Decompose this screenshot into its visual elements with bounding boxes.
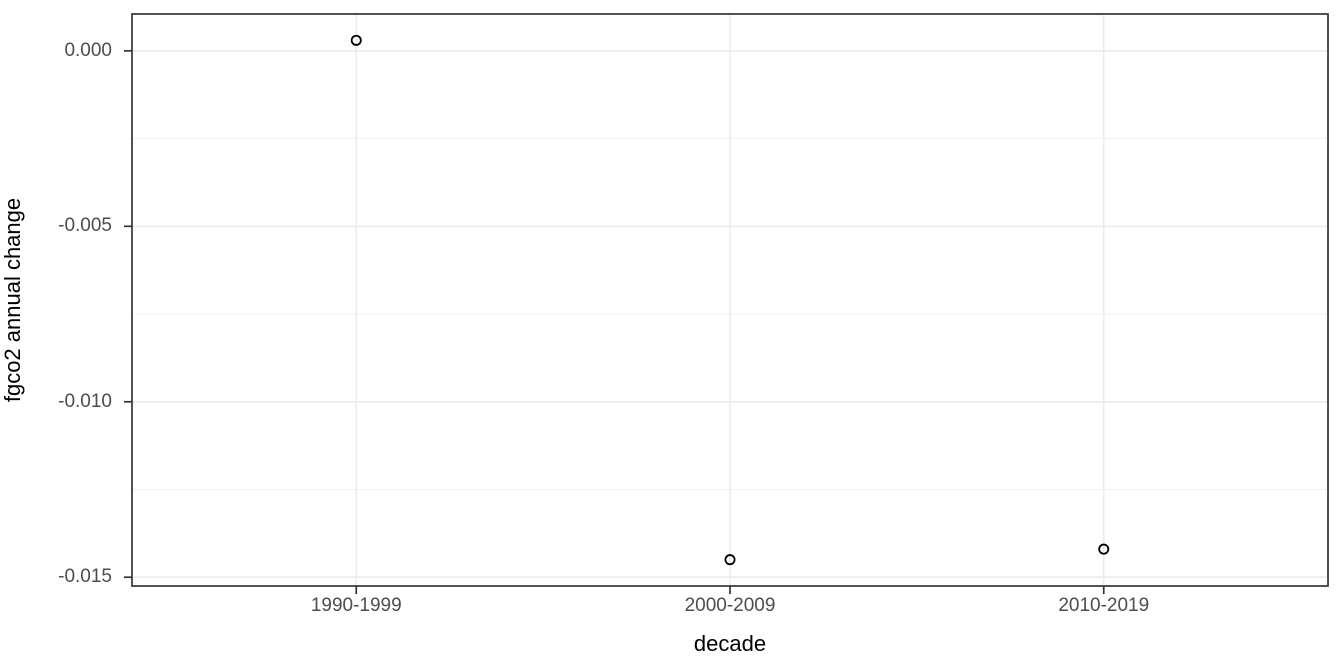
y-tick-label: -0.015: [58, 566, 112, 588]
data-point: [350, 34, 362, 46]
y-tick-label: -0.010: [58, 390, 112, 412]
x-tick-label: 2010-2019: [1058, 595, 1150, 616]
data-point: [1098, 543, 1110, 555]
x-tick-label: 1990-1999: [310, 595, 402, 616]
x-tick-label: 2000-2009: [684, 595, 776, 616]
x-axis-title: decade: [693, 631, 767, 656]
y-axis-title: fgco2 annual change: [0, 197, 25, 403]
y-tick-label: 0.000: [64, 39, 112, 61]
data-point: [724, 554, 736, 566]
y-tick-label: -0.005: [58, 215, 112, 237]
